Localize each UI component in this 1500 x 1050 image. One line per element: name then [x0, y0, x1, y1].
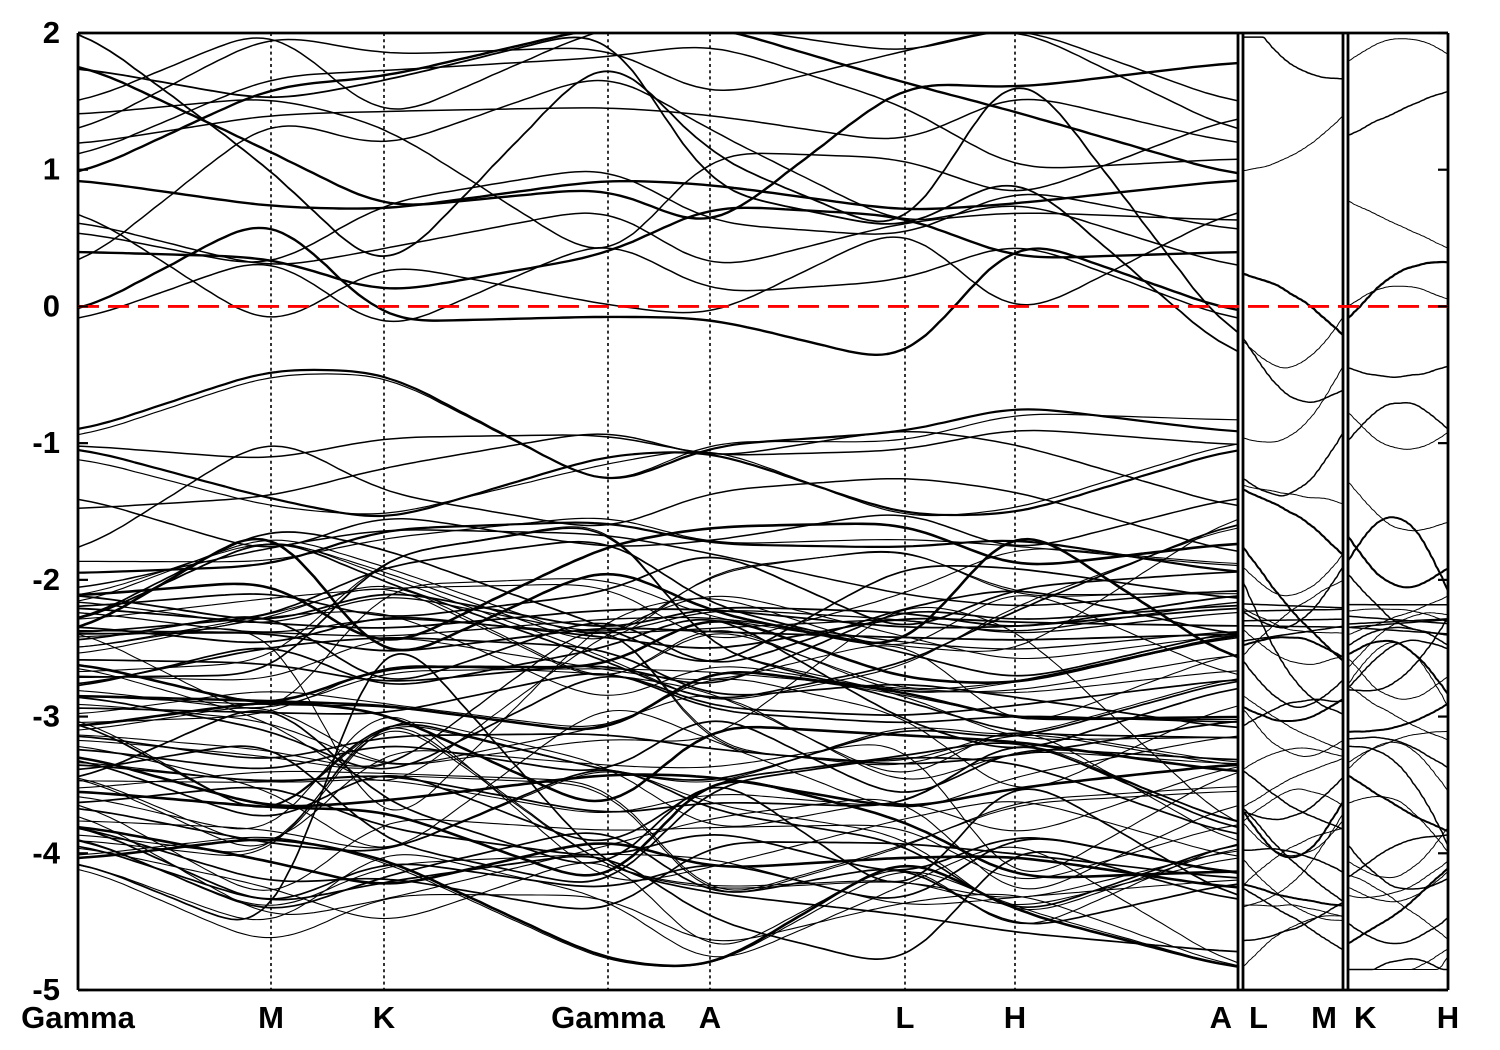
svg-text:L: L	[896, 1000, 915, 1035]
svg-text:H: H	[1004, 1000, 1026, 1035]
svg-text:H: H	[1437, 1000, 1459, 1035]
svg-text:A: A	[699, 1000, 721, 1035]
svg-text:-1: -1	[32, 425, 60, 460]
svg-text:Gamma: Gamma	[21, 1000, 135, 1035]
svg-text:-2: -2	[32, 562, 60, 597]
svg-text:M: M	[1311, 1000, 1337, 1035]
svg-text:L: L	[1249, 1000, 1268, 1035]
svg-text:0: 0	[43, 288, 60, 323]
svg-text:1: 1	[43, 152, 60, 187]
svg-text:M: M	[258, 1000, 284, 1035]
svg-text:2: 2	[43, 15, 60, 50]
svg-text:A: A	[1210, 1000, 1232, 1035]
svg-text:Gamma: Gamma	[551, 1000, 665, 1035]
svg-text:K: K	[373, 1000, 396, 1035]
svg-text:-3: -3	[32, 699, 60, 734]
svg-text:-4: -4	[32, 835, 60, 870]
svg-text:K: K	[1354, 1000, 1377, 1035]
